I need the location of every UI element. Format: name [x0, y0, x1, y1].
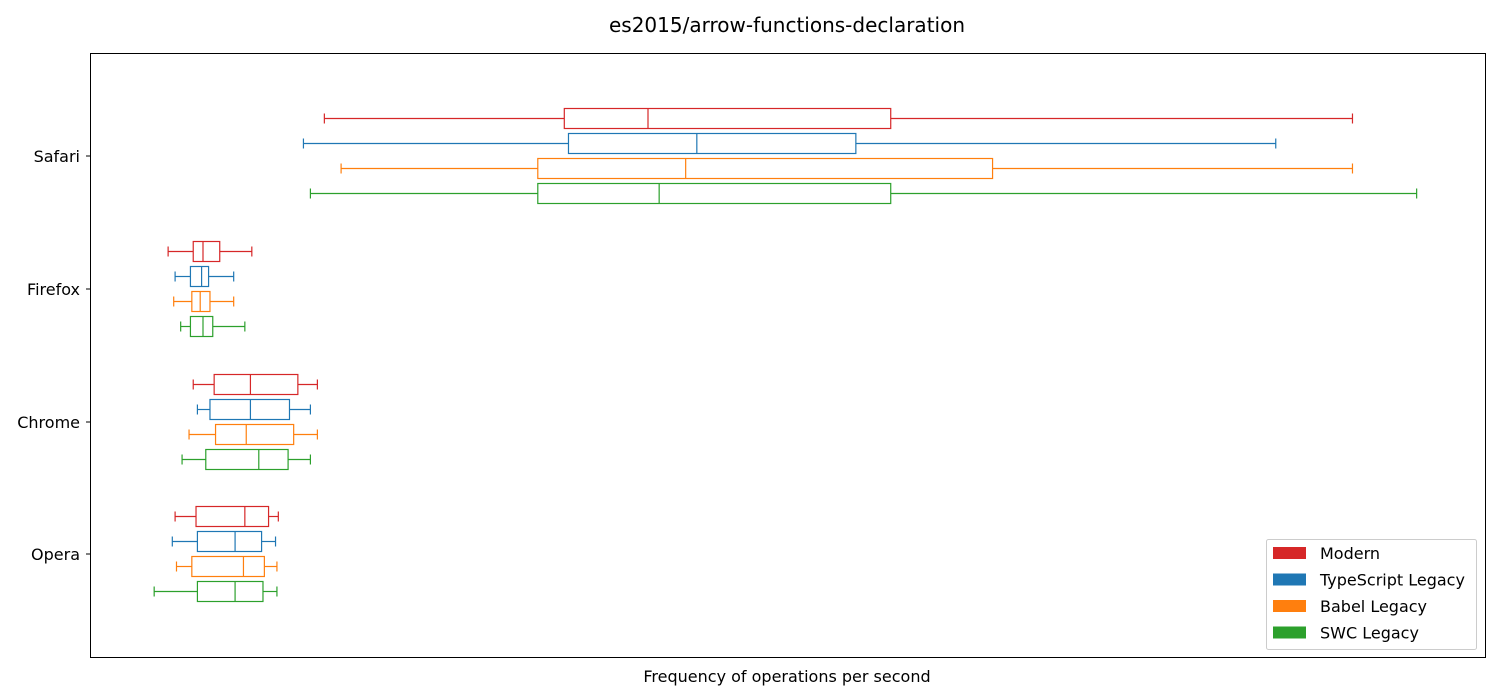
box-iqr: [213, 373, 299, 396]
legend-swatch-swc-legacy: [1273, 626, 1306, 639]
box-iqr: [192, 240, 221, 263]
box-modern-opera: [174, 505, 279, 528]
box-iqr: [196, 580, 264, 603]
box-iqr: [189, 265, 210, 288]
box-iqr: [195, 505, 270, 528]
box-typescript-legacy-opera: [171, 530, 277, 553]
box-swc-legacy-safari: [309, 182, 1418, 205]
legend-frame: [1266, 539, 1477, 650]
box-typescript-legacy-chrome: [196, 398, 312, 421]
box-iqr: [537, 182, 892, 205]
y-tick-label-safari: Safari: [34, 147, 80, 166]
box-babel-legacy-firefox: [173, 290, 235, 313]
box-iqr: [196, 530, 263, 553]
legend-swatch-babel-legacy: [1273, 600, 1306, 612]
box-modern-firefox: [167, 240, 253, 263]
y-tick-label-opera: Opera: [31, 545, 80, 564]
y-axis: Safari Firefox Chrome Opera: [17, 147, 90, 564]
chart-title: es2015/arrow-functions-declaration: [609, 13, 965, 37]
box-iqr: [209, 398, 291, 421]
box-iqr: [189, 315, 214, 338]
box-iqr: [537, 157, 994, 180]
box-iqr: [205, 448, 289, 471]
box-babel-legacy-safari: [340, 157, 1354, 180]
x-axis-label: Frequency of operations per second: [643, 667, 930, 686]
box-iqr: [563, 107, 892, 130]
legend-label-typescript-legacy: TypeScript Legacy: [1319, 571, 1465, 590]
box-iqr: [191, 290, 211, 313]
box-babel-legacy-chrome: [188, 423, 318, 446]
box-babel-legacy-opera: [175, 555, 278, 578]
boxes-layer: [153, 107, 1418, 603]
legend-label-swc-legacy: SWC Legacy: [1320, 624, 1419, 643]
y-tick-label-chrome: Chrome: [17, 413, 80, 432]
plot-frame: [90, 53, 1486, 658]
box-typescript-legacy-safari: [302, 132, 1277, 155]
box-swc-legacy-chrome: [181, 448, 312, 471]
legend-label-modern: Modern: [1320, 544, 1380, 563]
legend-swatch-modern: [1273, 547, 1306, 559]
box-iqr: [567, 132, 857, 155]
box-modern-chrome: [192, 373, 318, 396]
legend: Modern TypeScript Legacy Babel Legacy SWC L…: [1266, 539, 1477, 650]
box-iqr: [191, 555, 265, 578]
box-swc-legacy-firefox: [180, 315, 246, 338]
box-iqr: [214, 423, 295, 446]
box-swc-legacy-opera: [153, 580, 278, 603]
box-typescript-legacy-firefox: [174, 265, 235, 288]
y-tick-label-firefox: Firefox: [27, 280, 80, 299]
box-modern-safari: [323, 107, 1354, 130]
legend-label-babel-legacy: Babel Legacy: [1320, 597, 1427, 616]
legend-swatch-typescript-legacy: [1273, 573, 1306, 586]
